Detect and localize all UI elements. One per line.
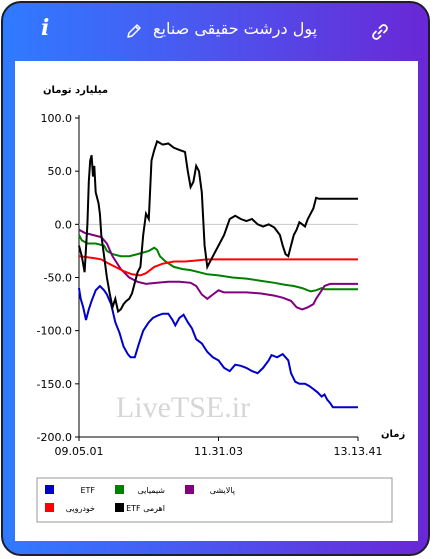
y-tick-label: 0.0 bbox=[55, 218, 73, 231]
x-tick-label: 13.13.41 bbox=[334, 445, 383, 458]
legend-swatch-etf bbox=[45, 485, 54, 494]
legend-label-etf: ETF bbox=[80, 486, 95, 495]
y-tick-label: 50.0 bbox=[48, 165, 73, 178]
pencil-icon bbox=[127, 24, 141, 38]
series-layer bbox=[78, 139, 358, 409]
y-tick-label: -50.0 bbox=[44, 272, 72, 285]
legend-label-refining: پالایشی bbox=[210, 486, 235, 495]
header-bar: i پول درشت حقیقی صنایع bbox=[3, 3, 428, 61]
y-axis-label: میلیارد تومان bbox=[43, 85, 108, 96]
x-tick-label: 11.31.03 bbox=[194, 445, 243, 458]
x-axis-label: زمان bbox=[381, 429, 405, 440]
x-axis: 09.05.01 11.31.03 13.13.41 bbox=[55, 436, 383, 458]
y-axis: 100.0 50.0 0.0 -50.0 -100.0 -150.0 -200.0 bbox=[37, 112, 358, 444]
legend-swatch-refining bbox=[185, 485, 194, 494]
link-icon[interactable] bbox=[371, 23, 389, 41]
series-line-automotive bbox=[78, 255, 358, 277]
page-title: پول درشت حقیقی صنایع bbox=[153, 19, 318, 38]
line-chart: LiveTSE.ir میلیارد تومان زمان 100.0 50.0 0… bbox=[36, 85, 405, 523]
chart-panel: LiveTSE.ir میلیارد تومان زمان 100.0 50.0 0… bbox=[15, 61, 418, 541]
legend: ETF شیمیایی پالایشی خودرویی ETF اهرمی bbox=[36, 477, 393, 523]
legend-box bbox=[36, 477, 393, 523]
x-tick-label: 09.05.01 bbox=[55, 445, 104, 458]
legend-label-petrochemical: شیمیایی bbox=[138, 486, 166, 495]
watermark: LiveTSE.ir bbox=[116, 391, 250, 424]
legend-swatch-petrochemical bbox=[115, 485, 124, 494]
series-line-petrochemical bbox=[78, 234, 358, 293]
legend-label-automotive: خودرویی bbox=[66, 504, 95, 513]
info-icon[interactable]: i bbox=[41, 15, 50, 41]
y-tick-label: -200.0 bbox=[37, 431, 72, 444]
series-line-etf bbox=[78, 284, 358, 409]
y-tick-label: -100.0 bbox=[37, 325, 72, 338]
series-line-refining bbox=[78, 228, 358, 311]
legend-label-leveraged_etf: ETF اهرمی bbox=[126, 504, 165, 513]
y-tick-label: -150.0 bbox=[37, 378, 72, 391]
legend-swatch-leveraged_etf bbox=[115, 503, 124, 512]
y-tick-label: 100.0 bbox=[41, 112, 73, 125]
series-line-leveraged_etf bbox=[78, 139, 358, 314]
legend-swatch-automotive bbox=[45, 503, 54, 512]
